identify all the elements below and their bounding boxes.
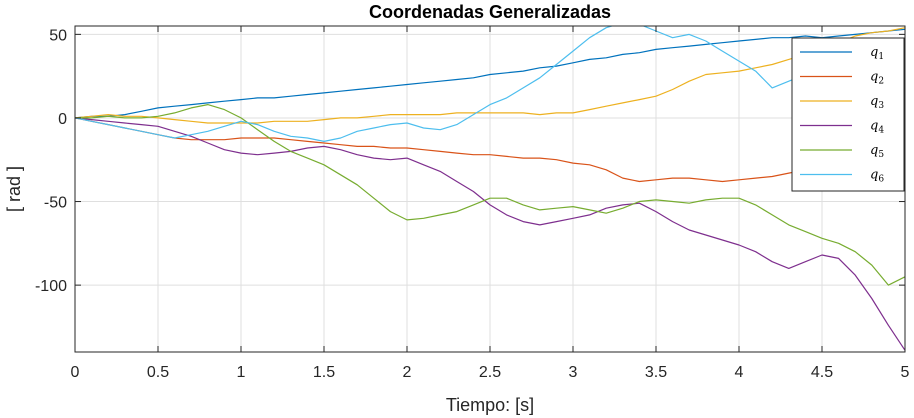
grid xyxy=(74,26,906,352)
x-tick-label: 2 xyxy=(403,364,412,381)
x-tick-label: 4 xyxy=(735,364,744,381)
series-line-q1 xyxy=(75,28,905,119)
y-tick-label: 0 xyxy=(58,111,67,128)
x-tick-label: 0 xyxy=(71,364,80,381)
axis-ticks: 0 0.5 1 1.5 2 2.5 3 3.5 4 4.5 5 50 0 -50 -100 xyxy=(35,26,910,381)
series-line-q3 xyxy=(75,27,905,124)
y-tick-label: 50 xyxy=(49,27,67,44)
x-tick-label: 4.5 xyxy=(811,364,833,381)
legend-box xyxy=(791,37,905,192)
series-line-q4 xyxy=(75,117,905,351)
series-line-q2 xyxy=(75,117,905,183)
x-tick-label: 1.5 xyxy=(313,364,335,381)
x-tick-label: 3 xyxy=(569,364,578,381)
x-tick-label: 5 xyxy=(901,364,910,381)
chart-title: Coordenadas Generalizadas xyxy=(369,2,611,22)
series-line-q5 xyxy=(75,103,905,286)
y-tick-label: -50 xyxy=(44,195,67,212)
x-tick-label: 0.5 xyxy=(147,364,169,381)
x-tick-label: 1 xyxy=(237,364,246,381)
y-axis-label: [ rad ] xyxy=(4,166,24,212)
series-lines xyxy=(75,26,905,351)
x-tick-label: 2.5 xyxy=(479,364,501,381)
x-tick-label: 3.5 xyxy=(645,364,667,381)
series-line-q6 xyxy=(75,26,905,177)
y-tick-label: -100 xyxy=(35,278,67,295)
x-axis-label: Tiempo: [s] xyxy=(446,395,534,415)
